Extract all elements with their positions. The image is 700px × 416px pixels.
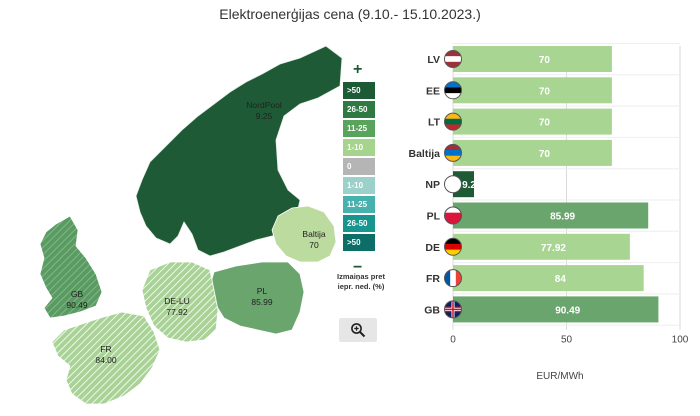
x-tick-label: 0 [450,335,456,346]
legend-note-line: Izmaiņas pret [337,272,385,281]
category-label: PL [427,211,441,223]
legend-swatch: 26-50 [343,215,375,232]
region-baltija [271,205,337,263]
europe-map [39,45,343,405]
legend-swatch: 1-10 [343,177,375,194]
value-label: 70 [539,86,551,97]
category-label: FR [426,273,440,285]
bar [453,46,612,72]
zoom-button[interactable] [339,318,377,342]
map-label-name: Baltija [302,229,326,239]
legend-swatch: 1-10 [343,139,375,156]
region-fr [51,311,161,405]
zoom-in-icon [351,323,366,338]
legend-swatch-label: 26-50 [347,219,368,228]
x-axis-title: EUR/MWh [536,371,584,382]
value-label: 70 [539,149,551,160]
map-label-name: FR [100,344,112,354]
legend-swatch-label: >50 [347,86,361,95]
map-label-value: 77.92 [166,307,188,317]
map-label-pl: PL 85.99 [251,286,272,308]
region-gb [39,215,103,319]
category-label: NP [425,179,440,191]
category-label: EE [426,85,440,97]
map-label-name: PL [256,286,268,296]
legend-swatch-label: 26-50 [347,105,368,114]
map-label-value: 85.99 [251,297,273,307]
legend-plus: + [353,61,363,78]
lithuania-flag-icon [444,112,462,131]
legend-swatch-label: 11-25 [347,124,368,133]
map-label-baltija: Baltija 70 [302,229,325,251]
map-label-nordpool: NordPool 9.25 [246,100,281,122]
map-label-name: GB [70,289,84,299]
bar [453,202,649,229]
x-tick-label: 50 [561,335,573,346]
bar [453,296,659,323]
baltic-flag-icon [444,143,462,162]
bar [453,77,612,104]
value-label: 90.49 [555,305,580,316]
x-tick-label: 100 [672,335,689,346]
category-label: Baltija [408,148,440,160]
bar [453,108,612,135]
region-nordpool [135,45,343,257]
category-label: LV [427,54,440,66]
value-label: 84 [555,274,567,285]
value-label: 9.2 [462,180,476,191]
map-label-name: NordPool [246,100,282,110]
nordpool-logo-icon [444,175,462,194]
legend-swatch-label: 1-10 [347,143,364,152]
region-de-lu [141,261,219,343]
category-label: GB [424,304,440,316]
legend-swatch: >50 [343,234,375,251]
map-label-fr: FR 84.00 [95,344,116,366]
france-flag-icon [444,269,462,288]
legend-swatch: 0 [343,158,375,175]
legend-note-line: iepr. ned. (%) [337,282,385,291]
map-label-value: 84.00 [95,355,117,365]
legend-swatch: 26-50 [343,101,375,118]
map-label-de-lu: DE-LU 77.92 [164,296,190,318]
bar [453,265,644,292]
poland-flag-icon [444,206,462,225]
map-label-value: 90.49 [66,300,88,310]
chart-title: Elektroenerģijas cena (9.10.- 15.10.2023… [219,6,481,22]
value-label: 70 [539,55,551,66]
category-label: LT [428,117,441,129]
bar [453,233,630,260]
map-label-name: DE-LU [164,296,190,306]
value-label: 85.99 [550,212,575,223]
legend-swatch: 11-25 [343,196,375,213]
category-label: DE [425,242,440,254]
legend-swatch-label: >50 [347,238,361,247]
value-label: 70 [539,118,551,129]
estonia-flag-icon [444,81,462,100]
legend-swatch: 11-25 [343,120,375,137]
legend-swatch-label: 11-25 [347,200,368,209]
latvia-flag-icon [444,50,462,68]
value-label: 77.92 [541,243,566,254]
bar-chart: 0 50 100 LV 70 EE 70 LT 70 Baltija 70 NP 9.2 PL 85.99 D… [408,43,689,346]
map-label-gb: GB 90.49 [66,289,87,311]
legend-minus: − [353,259,363,276]
legend-swatch: >50 [343,82,375,99]
legend-note: Izmaiņas pret iepr. ned. (%) [331,272,391,292]
legend-swatch-label: 1-10 [347,181,364,190]
legend-swatch-label: 0 [347,162,352,171]
bar [453,139,612,166]
uk-flag-icon [444,300,462,319]
germany-flag-icon [444,237,462,256]
map-label-value: 9.25 [255,111,273,121]
map-label-value: 70 [309,240,319,250]
